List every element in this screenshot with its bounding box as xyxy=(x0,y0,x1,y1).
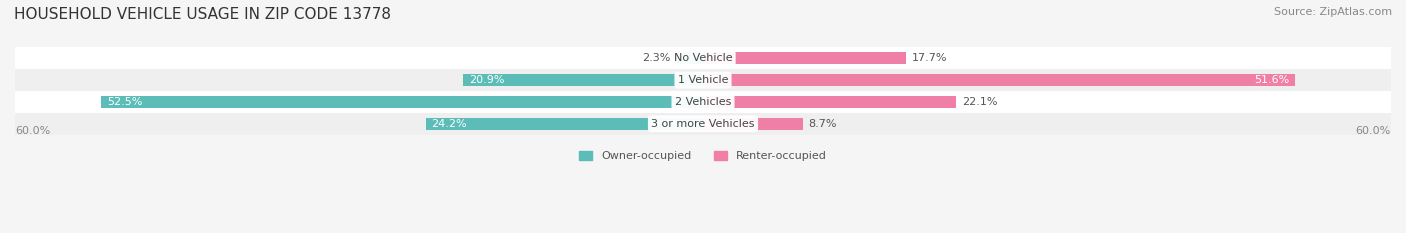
Text: HOUSEHOLD VEHICLE USAGE IN ZIP CODE 13778: HOUSEHOLD VEHICLE USAGE IN ZIP CODE 1377… xyxy=(14,7,391,22)
Bar xyxy=(703,52,905,64)
Bar xyxy=(703,118,803,130)
Text: 2.3%: 2.3% xyxy=(643,53,671,63)
Text: 60.0%: 60.0% xyxy=(1355,126,1391,136)
Bar xyxy=(703,74,1295,86)
Text: 1 Vehicle: 1 Vehicle xyxy=(678,75,728,85)
Bar xyxy=(426,118,703,130)
Bar xyxy=(464,74,703,86)
Bar xyxy=(15,69,1391,91)
Text: 20.9%: 20.9% xyxy=(470,75,505,85)
Text: No Vehicle: No Vehicle xyxy=(673,53,733,63)
Bar xyxy=(101,96,703,108)
Text: 52.5%: 52.5% xyxy=(107,97,142,107)
Text: Source: ZipAtlas.com: Source: ZipAtlas.com xyxy=(1274,7,1392,17)
Bar xyxy=(676,52,703,64)
Bar xyxy=(15,113,1391,135)
Text: 2 Vehicles: 2 Vehicles xyxy=(675,97,731,107)
Text: 22.1%: 22.1% xyxy=(962,97,998,107)
Text: 51.6%: 51.6% xyxy=(1254,75,1289,85)
Bar xyxy=(15,48,1391,69)
Text: 17.7%: 17.7% xyxy=(911,53,948,63)
Bar xyxy=(15,91,1391,113)
Text: 3 or more Vehicles: 3 or more Vehicles xyxy=(651,119,755,129)
Text: 60.0%: 60.0% xyxy=(15,126,51,136)
Bar xyxy=(703,96,956,108)
Legend: Owner-occupied, Renter-occupied: Owner-occupied, Renter-occupied xyxy=(575,147,831,166)
Text: 24.2%: 24.2% xyxy=(432,119,467,129)
Text: 8.7%: 8.7% xyxy=(808,119,837,129)
